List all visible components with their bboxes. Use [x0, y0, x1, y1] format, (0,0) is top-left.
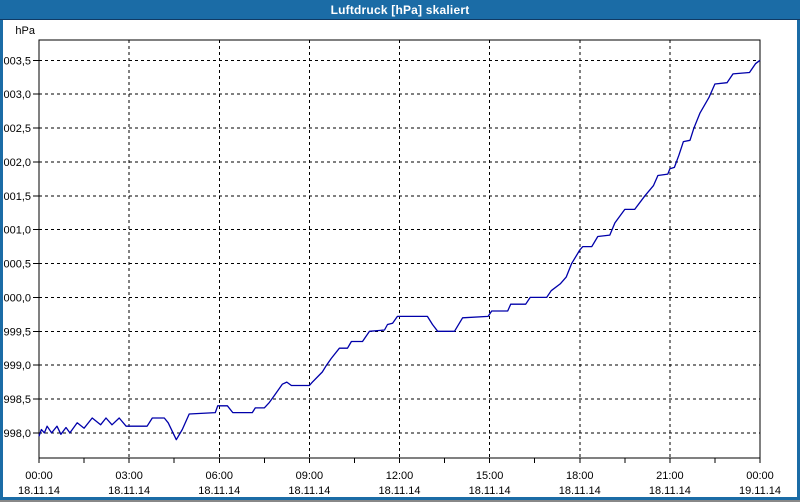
x-tick-date-label: 18.11.14 — [198, 485, 240, 497]
x-tick-date-label: 18.11.14 — [559, 485, 601, 497]
x-tick-time-label: 06:00 — [205, 470, 233, 482]
x-tick-date-label: 19.11.14 — [739, 485, 781, 497]
plot-frame — [38, 39, 761, 459]
y-tick-label: 998,5 — [3, 394, 31, 406]
x-tick-time-label: 15:00 — [476, 470, 504, 482]
y-tick-label: 1003,5 — [3, 55, 31, 67]
y-tick-label: 999,0 — [3, 360, 31, 372]
pressure-line — [38, 59, 761, 441]
y-tick-label: 1001,0 — [3, 225, 31, 237]
x-tick-date-label: 18.11.14 — [18, 485, 60, 497]
x-tick-time-label: 12:00 — [386, 470, 414, 482]
x-tick-date-label: 18.11.14 — [108, 485, 150, 497]
y-tick-label: 999,5 — [3, 326, 31, 338]
x-tick-time-label: 09:00 — [296, 470, 324, 482]
x-tick-time-label: 00:00 — [25, 470, 53, 482]
y-tick-label: 1001,5 — [3, 191, 31, 203]
y-tick-label: 1003,0 — [3, 89, 31, 101]
title-bar[interactable]: Luftdruck [hPa] skaliert — [0, 0, 800, 20]
x-tick-date-label: 18.11.14 — [378, 485, 420, 497]
chart-panel: 998,0 998,5 999,0 999,5 1000,0 1000,5 1001,0 10… — [0, 20, 800, 500]
pressure-chart: 998,0 998,5 999,0 999,5 1000,0 1000,5 1001,0 10… — [0, 25, 781, 497]
y-tick-label: 1002,0 — [3, 157, 31, 169]
y-tick-label: 1000,5 — [3, 259, 31, 271]
x-tick-date-label: 18.11.14 — [288, 485, 330, 497]
x-tick-time-label: 18:00 — [566, 470, 594, 482]
x-tick-date-label: 18.11.14 — [649, 485, 691, 497]
unit-label: hPa — [15, 25, 35, 37]
y-tick-label: 998,0 — [3, 428, 31, 440]
x-tick-time-label: 00:00 — [746, 470, 774, 482]
y-tick-label: 1002,5 — [3, 123, 31, 135]
x-tick-time-label: 21:00 — [656, 470, 684, 482]
window-title: Luftdruck [hPa] skaliert — [330, 2, 470, 17]
x-tick-time-label: 03:00 — [115, 470, 143, 482]
y-tick-label: 1000,0 — [3, 292, 31, 304]
x-tick-date-label: 18.11.14 — [469, 485, 511, 497]
